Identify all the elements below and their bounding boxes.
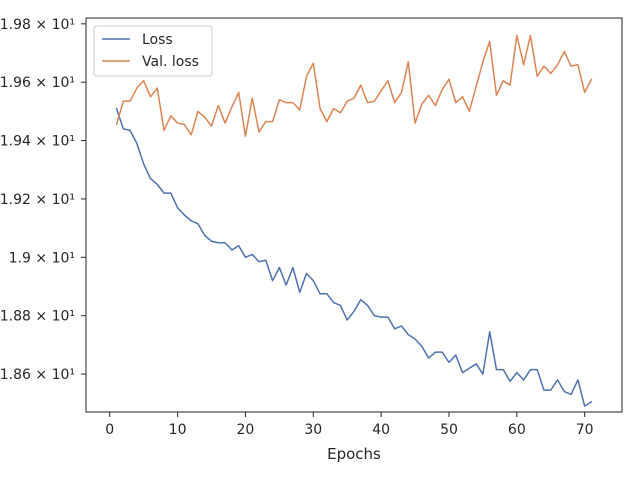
plot-frame — [85, 17, 623, 413]
y-tick-label: 1.94 × 10¹ — [0, 134, 75, 150]
x-tick-label: 50 — [440, 422, 458, 438]
y-tick-label: 1.9 × 10¹ — [9, 250, 75, 266]
y-axis-ticks: 1.86 × 10¹ 1.88 × 10¹ 1.9 × 10¹ 1.92 × 10¹ 1… — [0, 17, 86, 383]
x-tick-label: 60 — [508, 422, 526, 438]
y-tick-label: 1.92 × 10¹ — [0, 192, 75, 208]
series-line-val-loss — [115, 34, 593, 137]
x-tick-label: 20 — [237, 422, 255, 438]
y-tick-label: 1.96 × 10¹ — [0, 75, 75, 91]
x-tick-label: 30 — [304, 422, 322, 438]
y-tick-label: 1.98 × 10¹ — [0, 17, 75, 33]
legend-label: Loss — [142, 32, 173, 48]
x-tick-label: 0 — [105, 422, 114, 438]
plot-area — [85, 17, 623, 413]
legend: Loss Val. loss — [93, 25, 213, 77]
x-axis-title: Epochs — [327, 445, 381, 463]
y-tick-label: 1.88 × 10¹ — [0, 309, 75, 325]
series-layer — [115, 34, 593, 407]
x-tick-label: 40 — [372, 422, 390, 438]
x-tick-label: 10 — [169, 422, 187, 438]
y-tick-label: 1.86 × 10¹ — [0, 367, 75, 383]
legend-label: Val. loss — [142, 54, 199, 70]
x-axis-ticks: 0 10 20 30 40 50 60 70 — [105, 412, 594, 438]
x-tick-label: 70 — [576, 422, 594, 438]
series-line-loss — [115, 107, 593, 407]
